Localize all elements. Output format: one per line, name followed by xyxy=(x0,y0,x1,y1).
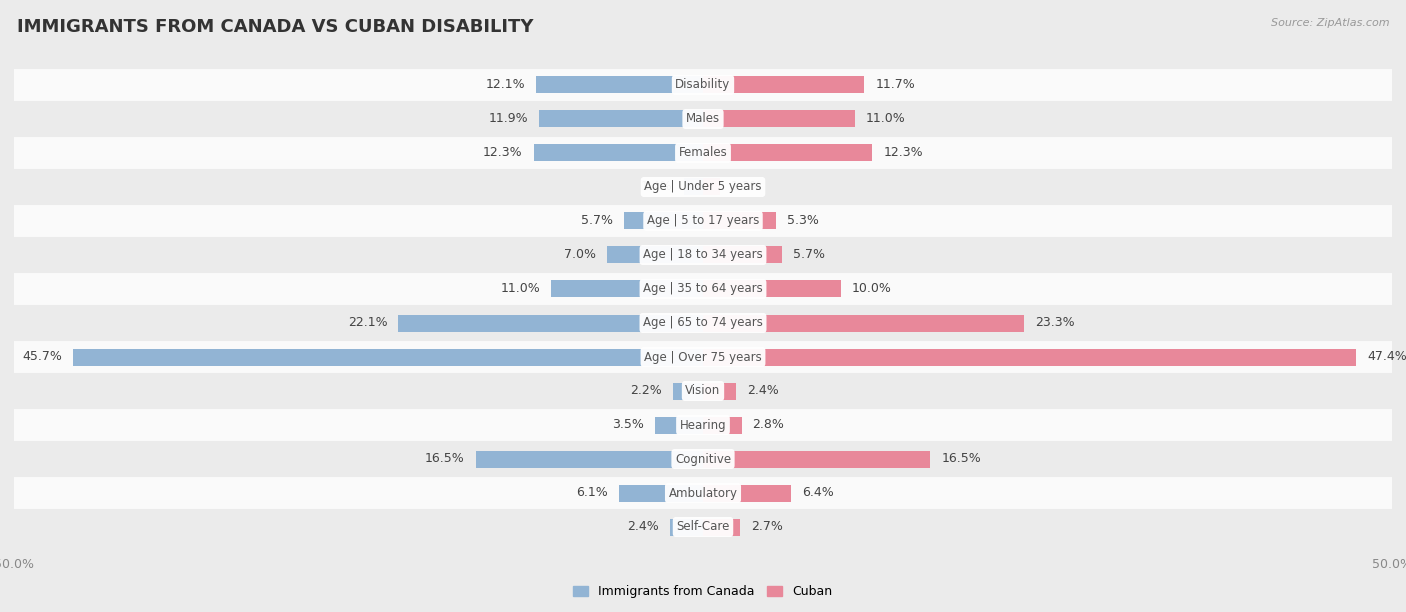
Text: 1.2%: 1.2% xyxy=(731,181,762,193)
Text: 11.7%: 11.7% xyxy=(875,78,915,92)
Legend: Immigrants from Canada, Cuban: Immigrants from Canada, Cuban xyxy=(568,580,838,603)
Text: Disability: Disability xyxy=(675,78,731,92)
Bar xyxy=(619,485,703,501)
Text: 11.9%: 11.9% xyxy=(488,113,529,125)
Text: 5.7%: 5.7% xyxy=(582,214,613,228)
Text: 11.0%: 11.0% xyxy=(501,283,540,296)
FancyBboxPatch shape xyxy=(0,68,1406,102)
Text: Age | Under 5 years: Age | Under 5 years xyxy=(644,181,762,193)
Text: 12.3%: 12.3% xyxy=(883,146,924,160)
Text: Age | 5 to 17 years: Age | 5 to 17 years xyxy=(647,214,759,228)
Bar xyxy=(703,315,1024,332)
Text: 5.7%: 5.7% xyxy=(793,248,824,261)
Text: Self-Care: Self-Care xyxy=(676,520,730,534)
Bar xyxy=(703,382,737,400)
FancyBboxPatch shape xyxy=(0,204,1406,238)
Bar xyxy=(683,179,703,195)
Bar xyxy=(703,144,873,162)
Text: 5.3%: 5.3% xyxy=(787,214,818,228)
Text: 6.1%: 6.1% xyxy=(576,487,607,499)
Text: 2.7%: 2.7% xyxy=(751,520,783,534)
Bar xyxy=(475,450,703,468)
Bar xyxy=(655,417,703,433)
Text: Age | 65 to 74 years: Age | 65 to 74 years xyxy=(643,316,763,329)
Text: 10.0%: 10.0% xyxy=(852,283,891,296)
Text: 2.2%: 2.2% xyxy=(630,384,662,398)
Text: Females: Females xyxy=(679,146,727,160)
Bar xyxy=(669,518,703,536)
Text: Males: Males xyxy=(686,113,720,125)
Text: IMMIGRANTS FROM CANADA VS CUBAN DISABILITY: IMMIGRANTS FROM CANADA VS CUBAN DISABILI… xyxy=(17,18,533,36)
Bar xyxy=(703,280,841,297)
Bar xyxy=(533,144,703,162)
Bar xyxy=(703,111,855,127)
Bar xyxy=(703,179,720,195)
Text: 23.3%: 23.3% xyxy=(1035,316,1074,329)
FancyBboxPatch shape xyxy=(0,340,1406,374)
Bar xyxy=(536,76,703,94)
Text: 12.1%: 12.1% xyxy=(485,78,526,92)
FancyBboxPatch shape xyxy=(0,272,1406,306)
Text: 45.7%: 45.7% xyxy=(22,351,62,364)
Bar xyxy=(703,212,776,230)
Bar xyxy=(551,280,703,297)
FancyBboxPatch shape xyxy=(0,170,1406,204)
FancyBboxPatch shape xyxy=(0,374,1406,408)
FancyBboxPatch shape xyxy=(0,442,1406,476)
Text: 2.4%: 2.4% xyxy=(627,520,659,534)
FancyBboxPatch shape xyxy=(0,238,1406,272)
Bar xyxy=(703,485,792,501)
Bar xyxy=(703,518,740,536)
Bar xyxy=(703,247,782,264)
Text: Source: ZipAtlas.com: Source: ZipAtlas.com xyxy=(1271,18,1389,28)
Text: Ambulatory: Ambulatory xyxy=(668,487,738,499)
Bar xyxy=(624,212,703,230)
Text: Cognitive: Cognitive xyxy=(675,452,731,466)
Bar xyxy=(703,348,1357,365)
Bar xyxy=(398,315,703,332)
Text: 1.4%: 1.4% xyxy=(641,181,672,193)
Text: Vision: Vision xyxy=(685,384,721,398)
Text: 16.5%: 16.5% xyxy=(425,452,464,466)
Text: 2.4%: 2.4% xyxy=(747,384,779,398)
Text: 11.0%: 11.0% xyxy=(866,113,905,125)
Bar xyxy=(703,417,741,433)
Text: Hearing: Hearing xyxy=(679,419,727,431)
Bar xyxy=(606,247,703,264)
Text: 2.8%: 2.8% xyxy=(752,419,785,431)
Text: 47.4%: 47.4% xyxy=(1367,351,1406,364)
Bar xyxy=(538,111,703,127)
FancyBboxPatch shape xyxy=(0,476,1406,510)
Bar xyxy=(672,382,703,400)
Text: 7.0%: 7.0% xyxy=(564,248,596,261)
Text: Age | Over 75 years: Age | Over 75 years xyxy=(644,351,762,364)
Text: 3.5%: 3.5% xyxy=(612,419,644,431)
FancyBboxPatch shape xyxy=(0,408,1406,442)
FancyBboxPatch shape xyxy=(0,510,1406,544)
Text: Age | 18 to 34 years: Age | 18 to 34 years xyxy=(643,248,763,261)
FancyBboxPatch shape xyxy=(0,136,1406,170)
FancyBboxPatch shape xyxy=(0,102,1406,136)
Bar xyxy=(703,76,865,94)
Text: Age | 35 to 64 years: Age | 35 to 64 years xyxy=(643,283,763,296)
Bar xyxy=(73,348,703,365)
FancyBboxPatch shape xyxy=(0,306,1406,340)
Bar xyxy=(703,450,931,468)
Text: 12.3%: 12.3% xyxy=(482,146,523,160)
Text: 16.5%: 16.5% xyxy=(942,452,981,466)
Text: 6.4%: 6.4% xyxy=(803,487,834,499)
Text: 22.1%: 22.1% xyxy=(347,316,388,329)
